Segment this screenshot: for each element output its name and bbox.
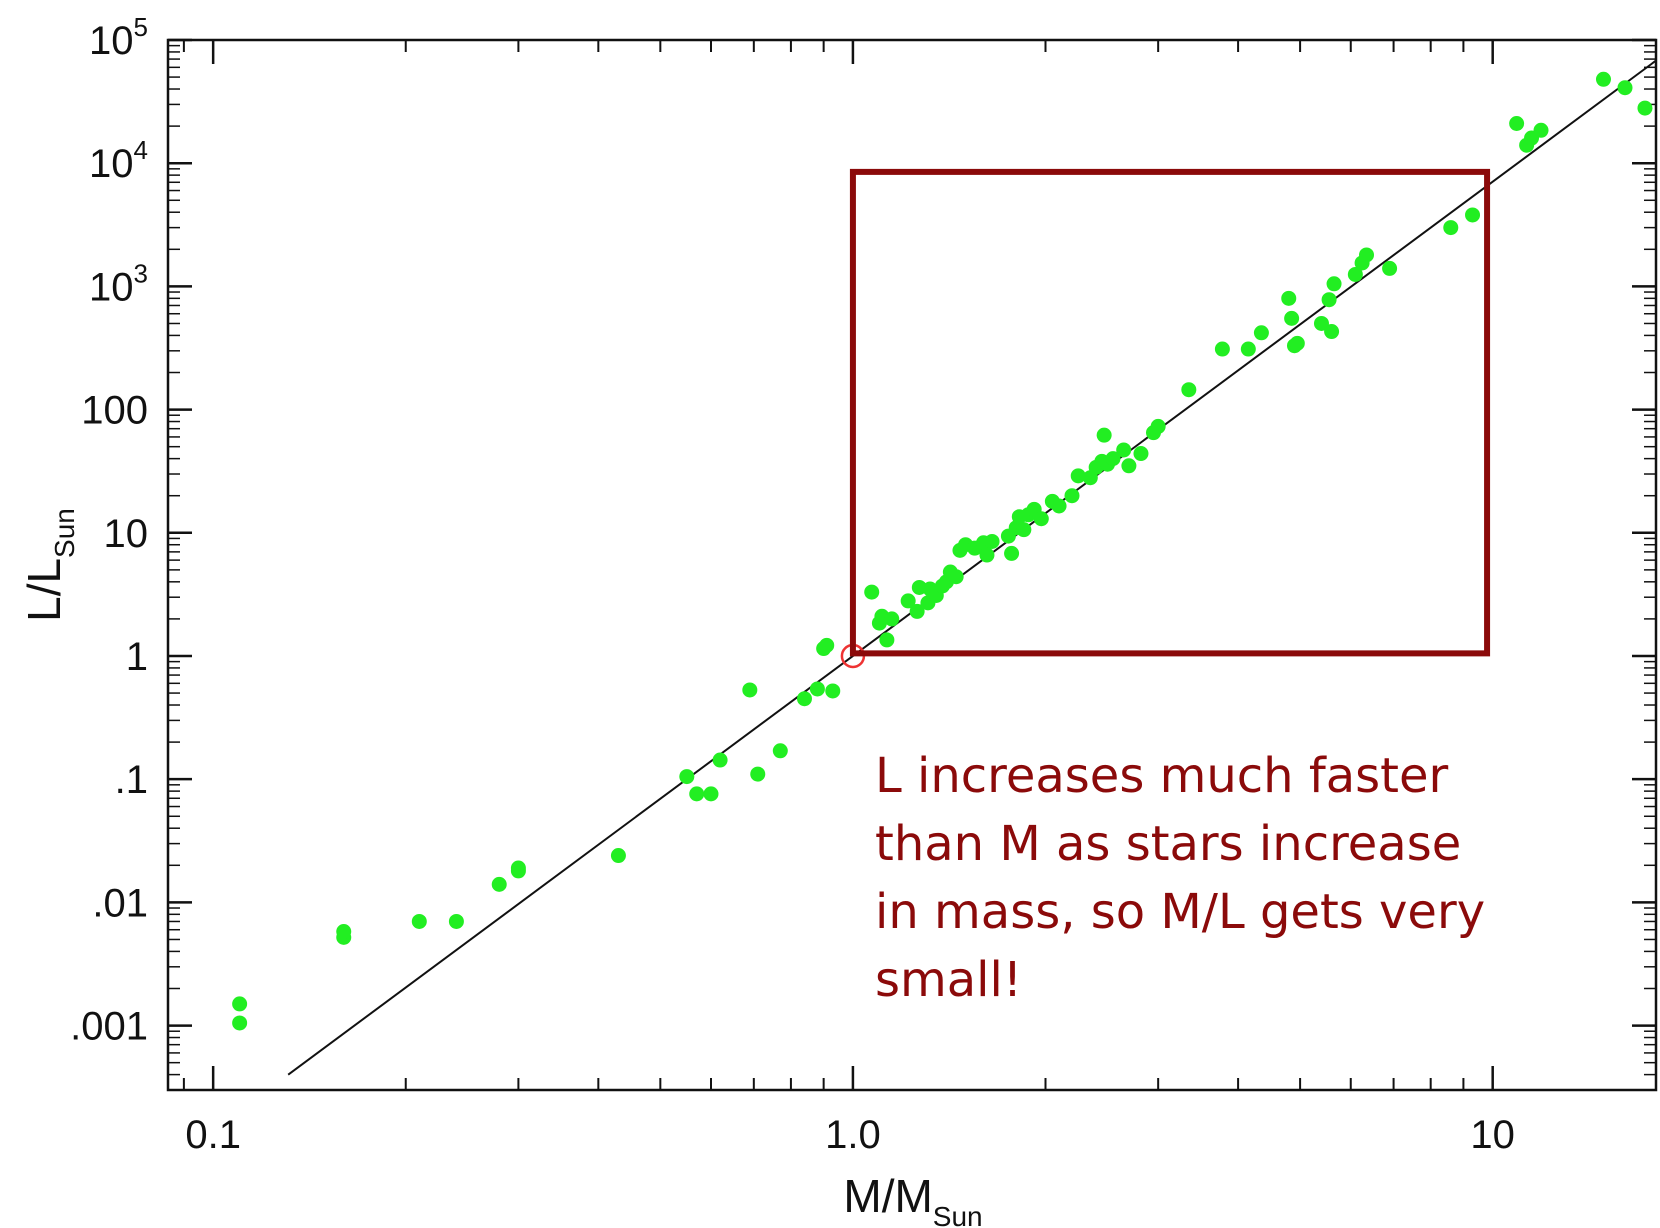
data-point: [879, 632, 895, 648]
y-tick-label: 104: [89, 135, 148, 186]
data-point: [1105, 451, 1121, 467]
data-point: [1595, 71, 1611, 87]
data-point: [1214, 341, 1230, 357]
data-point: [1465, 207, 1481, 223]
data-point: [689, 786, 705, 802]
data-point: [1096, 427, 1112, 443]
x-tick-label: 0.1: [185, 1113, 241, 1157]
y-tick-label: 100: [81, 389, 148, 433]
data-point: [864, 584, 880, 600]
data-point: [1070, 468, 1086, 484]
data-point: [1321, 292, 1337, 308]
annotation-line: small!: [875, 952, 1022, 1008]
data-point: [1181, 382, 1197, 398]
data-point: [1289, 335, 1305, 351]
data-point: [1004, 545, 1020, 561]
data-point: [703, 786, 719, 802]
data-point: [1133, 446, 1149, 462]
data-point: [1324, 324, 1340, 340]
data-point: [1281, 290, 1297, 306]
data-point: [1016, 522, 1032, 538]
major-ticks: [168, 38, 1656, 1090]
data-point: [1064, 488, 1080, 504]
data-point: [772, 743, 788, 759]
y-tick-label: 103: [89, 258, 148, 309]
data-point: [1121, 458, 1137, 474]
x-tick-label: 10: [1470, 1113, 1515, 1157]
data-point: [1284, 310, 1300, 326]
data-point: [510, 863, 526, 879]
data-point: [750, 766, 766, 782]
data-point: [679, 769, 695, 785]
annotation-line: than M as stars increase: [875, 816, 1461, 872]
data-point: [984, 533, 1000, 549]
data-point: [809, 681, 825, 697]
data-point: [900, 593, 916, 609]
highlight-box: [849, 168, 1491, 657]
plot-frame: [166, 38, 1658, 1092]
data-point: [819, 637, 835, 653]
data-point: [712, 752, 728, 768]
data-point: [1533, 122, 1549, 138]
data-point: [491, 876, 507, 892]
y-axis-title: L/LSun: [18, 508, 80, 622]
data-point: [610, 848, 626, 864]
data-point: [1359, 247, 1375, 263]
data-point: [1382, 260, 1398, 276]
x-axis-title-sub: Sun: [933, 1201, 983, 1228]
tick-labels: 0.1 1.0 10 .001 .01 .1 1 10 100 103 104 105: [70, 12, 1515, 1157]
y-axis-title-sub: Sun: [49, 508, 80, 558]
data-point: [1253, 325, 1269, 341]
data-point: [796, 691, 812, 707]
data-point: [1509, 116, 1525, 132]
data-point: [1347, 266, 1363, 282]
y-tick-label: 10: [104, 512, 149, 556]
data-point: [336, 924, 352, 940]
data-point: [232, 996, 248, 1012]
data-point: [448, 913, 464, 929]
y-tick-label: .01: [92, 881, 148, 925]
data-point: [825, 683, 841, 699]
annotation: L increases much faster than M as stars i…: [875, 748, 1485, 1008]
x-axis-title: M/MSun: [843, 1170, 982, 1228]
data-point: [1116, 442, 1132, 458]
data-point: [884, 611, 900, 627]
data-point: [742, 682, 758, 698]
data-point: [979, 547, 995, 563]
x-tick-label: 1.0: [825, 1113, 881, 1157]
fit-line: [287, 59, 1657, 1076]
minor-ticks: [168, 40, 1656, 1091]
y-tick-label: 105: [89, 12, 148, 63]
annotation-line: L increases much faster: [875, 748, 1449, 804]
data-point: [1150, 418, 1166, 434]
data-point: [1240, 341, 1256, 357]
data-point: [1617, 80, 1633, 96]
y-tick-label: 1: [126, 635, 148, 679]
data-points: [232, 71, 1653, 1031]
data-point: [1033, 511, 1049, 527]
y-tick-label: .001: [70, 1005, 148, 1049]
y-axis-title-main: L/L: [18, 558, 70, 622]
data-point: [1051, 498, 1067, 514]
data-point: [1313, 315, 1329, 331]
data-point: [1637, 100, 1653, 116]
x-axis-title-main: M/M: [843, 1170, 932, 1222]
data-point: [909, 603, 925, 619]
data-point: [1326, 276, 1342, 292]
annotation-line: in mass, so M/L gets very: [875, 884, 1485, 940]
data-point: [232, 1015, 248, 1031]
data-point: [411, 913, 427, 929]
data-point: [948, 569, 964, 585]
y-tick-label: .1: [115, 758, 148, 802]
data-point: [1443, 220, 1459, 236]
